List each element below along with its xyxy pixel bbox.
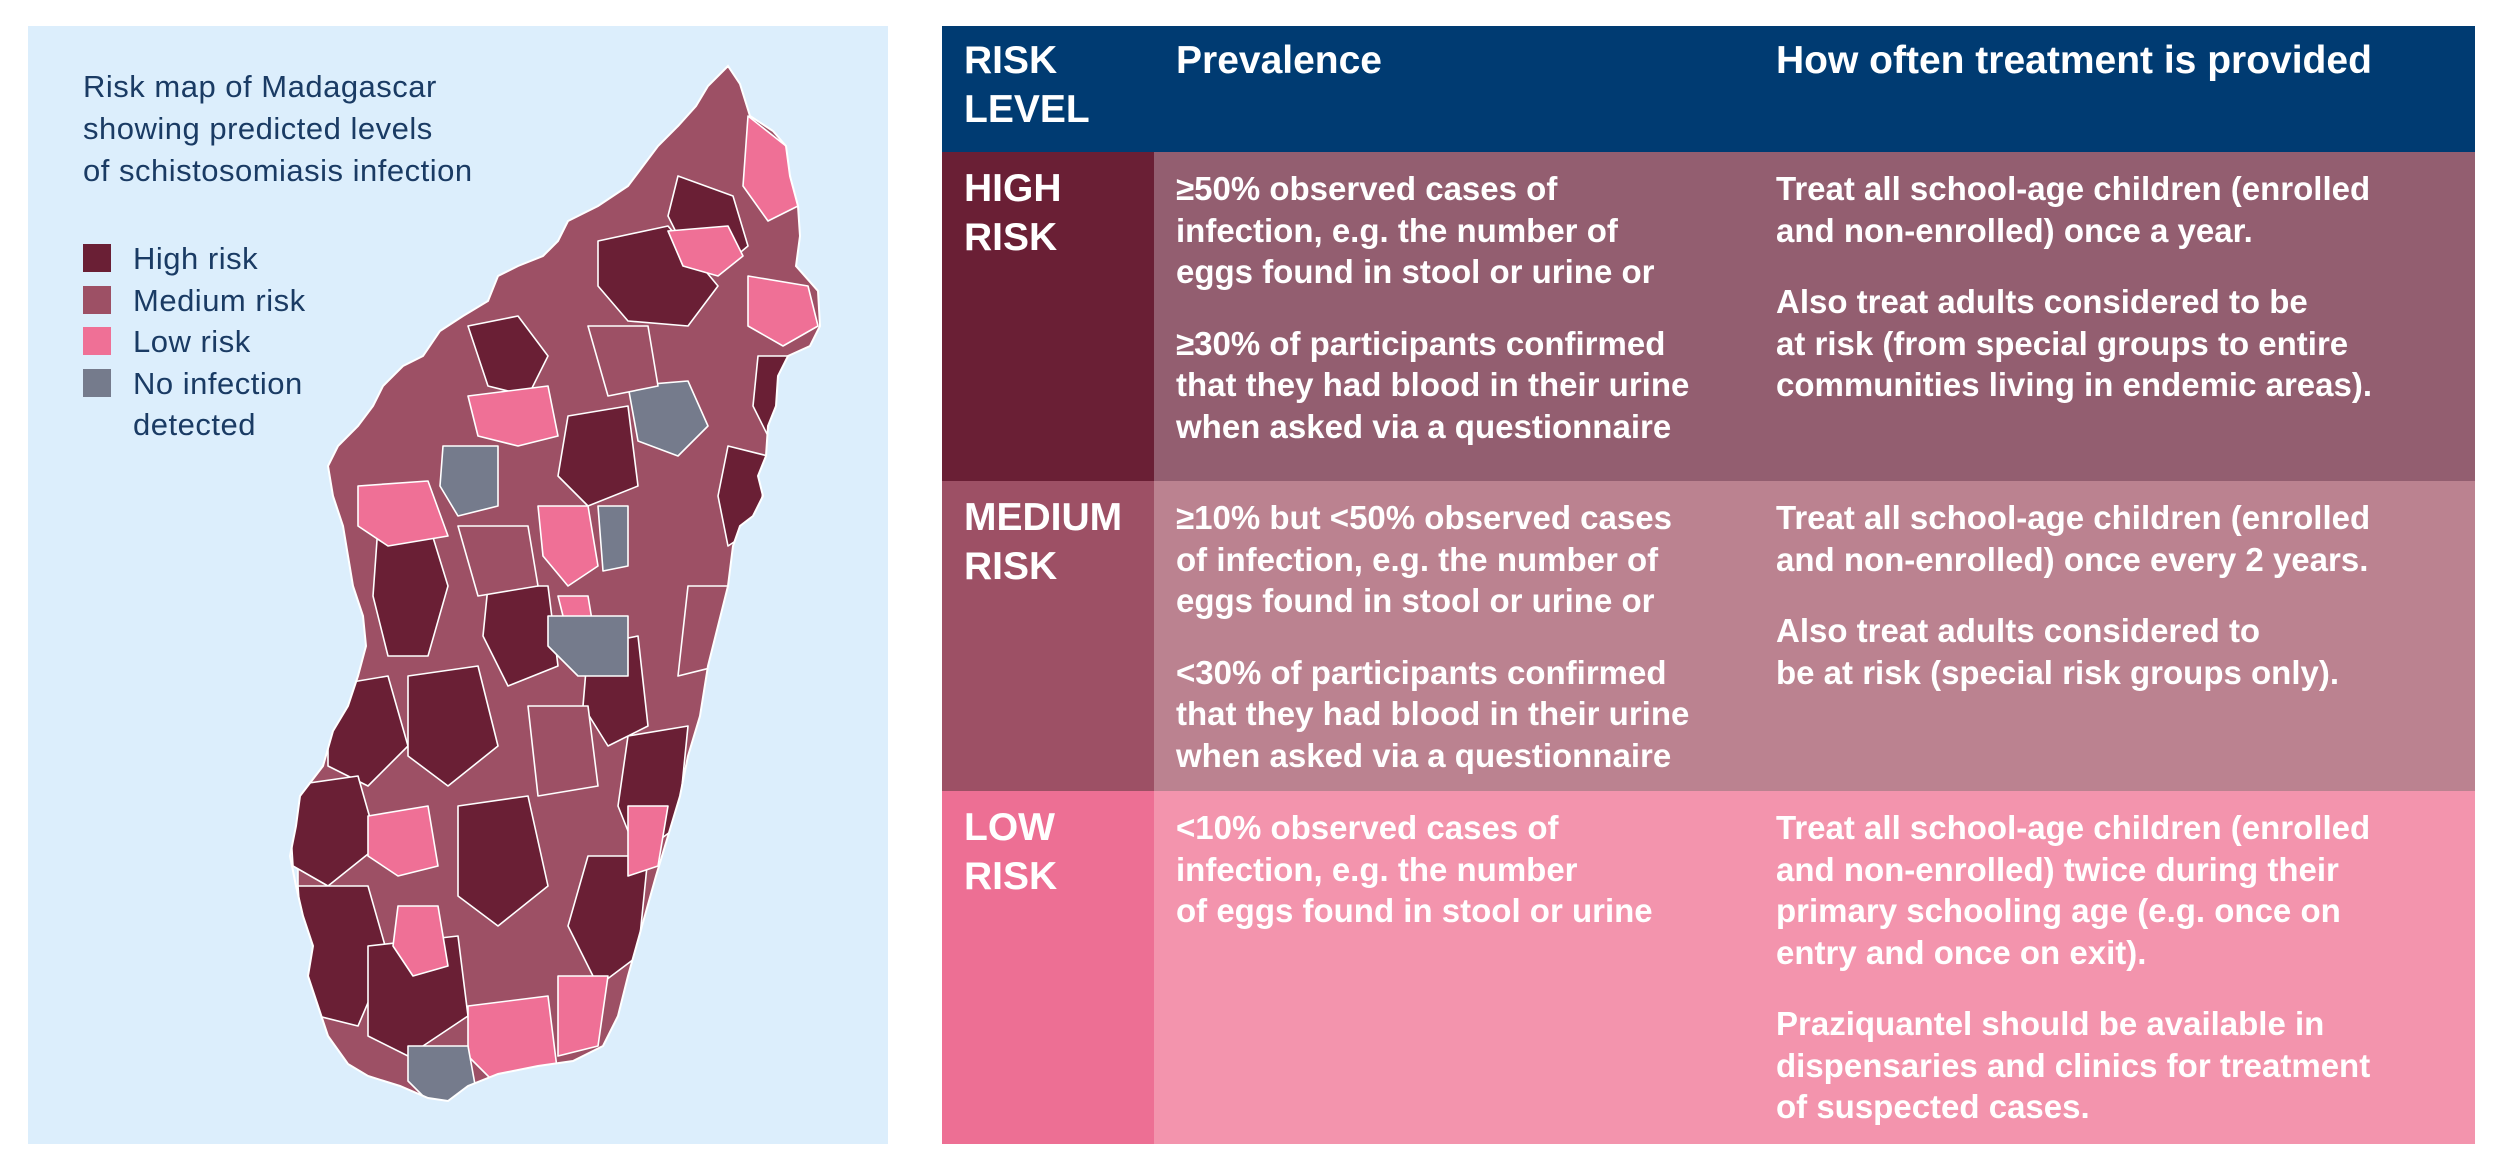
treatment-medium: Treat all school-age children (enrolled … [1754, 481, 2475, 791]
treatment-text: Praziquantel should be available in disp… [1776, 1005, 2371, 1125]
risk-level-label: MEDIUM RISK [964, 496, 1123, 588]
region-low [357, 480, 449, 547]
risk-level-label: HIGH RISK [964, 167, 1062, 259]
map-title-line: Risk map of Madagascar [83, 69, 437, 104]
region-low [627, 805, 669, 877]
region-low [557, 975, 609, 1057]
table-row-low-risk: LOW RISK <10% observed cases of infectio… [942, 791, 2475, 1144]
risk-map-panel: Risk map of Madagascar showing predicted… [28, 26, 888, 1144]
madagascar-map [289, 65, 821, 1102]
map-legend: High risk Medium risk Low risk No infect… [83, 238, 343, 447]
region-high [290, 775, 379, 887]
legend-label-high: High risk [133, 241, 259, 276]
legend-swatch-low [83, 327, 111, 355]
treatment-low: Treat all school-age children (enrolled … [1754, 791, 2475, 1144]
legend-item-medium: Medium risk [83, 280, 343, 322]
region-high [457, 795, 549, 927]
risk-level-table: RISK LEVEL Prevalence How often treatmen… [942, 26, 2475, 1144]
prevalence-text: ≥50% observed cases of infection, e.g. t… [1176, 170, 1655, 290]
region-none [547, 615, 629, 677]
region-low [537, 505, 599, 587]
region-high [407, 665, 499, 787]
region-low [392, 905, 449, 977]
legend-label-none: No infection detected [133, 365, 303, 442]
treatment-text: Also treat adults considered to be at ri… [1776, 612, 2340, 691]
risk-level-high: HIGH RISK [942, 152, 1154, 481]
region-medium [587, 325, 659, 397]
region-low [667, 225, 744, 277]
prevalence-text: <10% observed cases of infection, e.g. t… [1176, 809, 1653, 929]
legend-label-medium: Medium risk [133, 282, 306, 318]
header-prevalence: Prevalence [1176, 39, 1382, 82]
legend-label-low: Low risk [133, 324, 251, 359]
header-risk-level: RISK LEVEL [964, 39, 1090, 131]
risk-level-low: LOW RISK [942, 791, 1154, 1144]
prevalence-medium: ≥10% but <50% observed cases of infectio… [1154, 481, 1754, 791]
treatment-text: Treat all school-age children (enrolled … [1776, 809, 2371, 971]
prevalence-text: <30% of participants confirmed that they… [1176, 653, 1690, 774]
prevalence-text: ≥30% of participants confirmed that they… [1176, 324, 1690, 445]
region-low [367, 805, 439, 877]
prevalence-text: ≥10% but <50% observed cases of infectio… [1176, 499, 1672, 619]
prevalence-low: <10% observed cases of infection, e.g. t… [1154, 791, 1754, 1144]
region-none [597, 505, 629, 572]
treatment-text: Also treat adults considered to be at ri… [1776, 283, 2373, 403]
header-treatment: How often treatment is provided [1776, 39, 2372, 82]
region-high [557, 405, 639, 507]
legend-item-none: No infection detected [83, 363, 343, 447]
legend-item-low: Low risk [83, 321, 343, 363]
region-none [407, 1045, 479, 1101]
risk-level-medium: MEDIUM RISK [942, 481, 1154, 791]
region-none [439, 445, 499, 517]
region-low [747, 275, 819, 347]
table-row-high-risk: HIGH RISK ≥50% observed cases of infecti… [942, 152, 2475, 481]
treatment-text: Treat all school-age children (enrolled … [1776, 170, 2371, 249]
map-title: Risk map of Madagascar showing predicted… [83, 66, 563, 192]
region-medium [527, 705, 599, 797]
map-title-line: showing predicted levels [83, 111, 433, 146]
table-row-medium-risk: MEDIUM RISK ≥10% but <50% observed cases… [942, 481, 2475, 791]
risk-level-label: LOW RISK [964, 806, 1058, 898]
region-high [717, 445, 769, 547]
table-header-row: RISK LEVEL Prevalence How often treatmen… [942, 26, 2475, 152]
region-high [467, 315, 549, 397]
map-title-line: of schistosomiasis infection [83, 153, 473, 188]
region-medium [457, 525, 539, 597]
region-none [627, 380, 709, 457]
region-low [742, 115, 799, 222]
legend-swatch-high [83, 244, 111, 272]
region-low [467, 385, 559, 447]
prevalence-high: ≥50% observed cases of infection, e.g. t… [1154, 152, 1754, 481]
legend-swatch-medium [83, 285, 111, 314]
legend-item-high: High risk [83, 238, 343, 280]
treatment-high: Treat all school-age children (enrolled … [1754, 152, 2475, 481]
treatment-text: Treat all school-age children (enrolled … [1776, 499, 2371, 578]
legend-swatch-none [83, 368, 111, 397]
